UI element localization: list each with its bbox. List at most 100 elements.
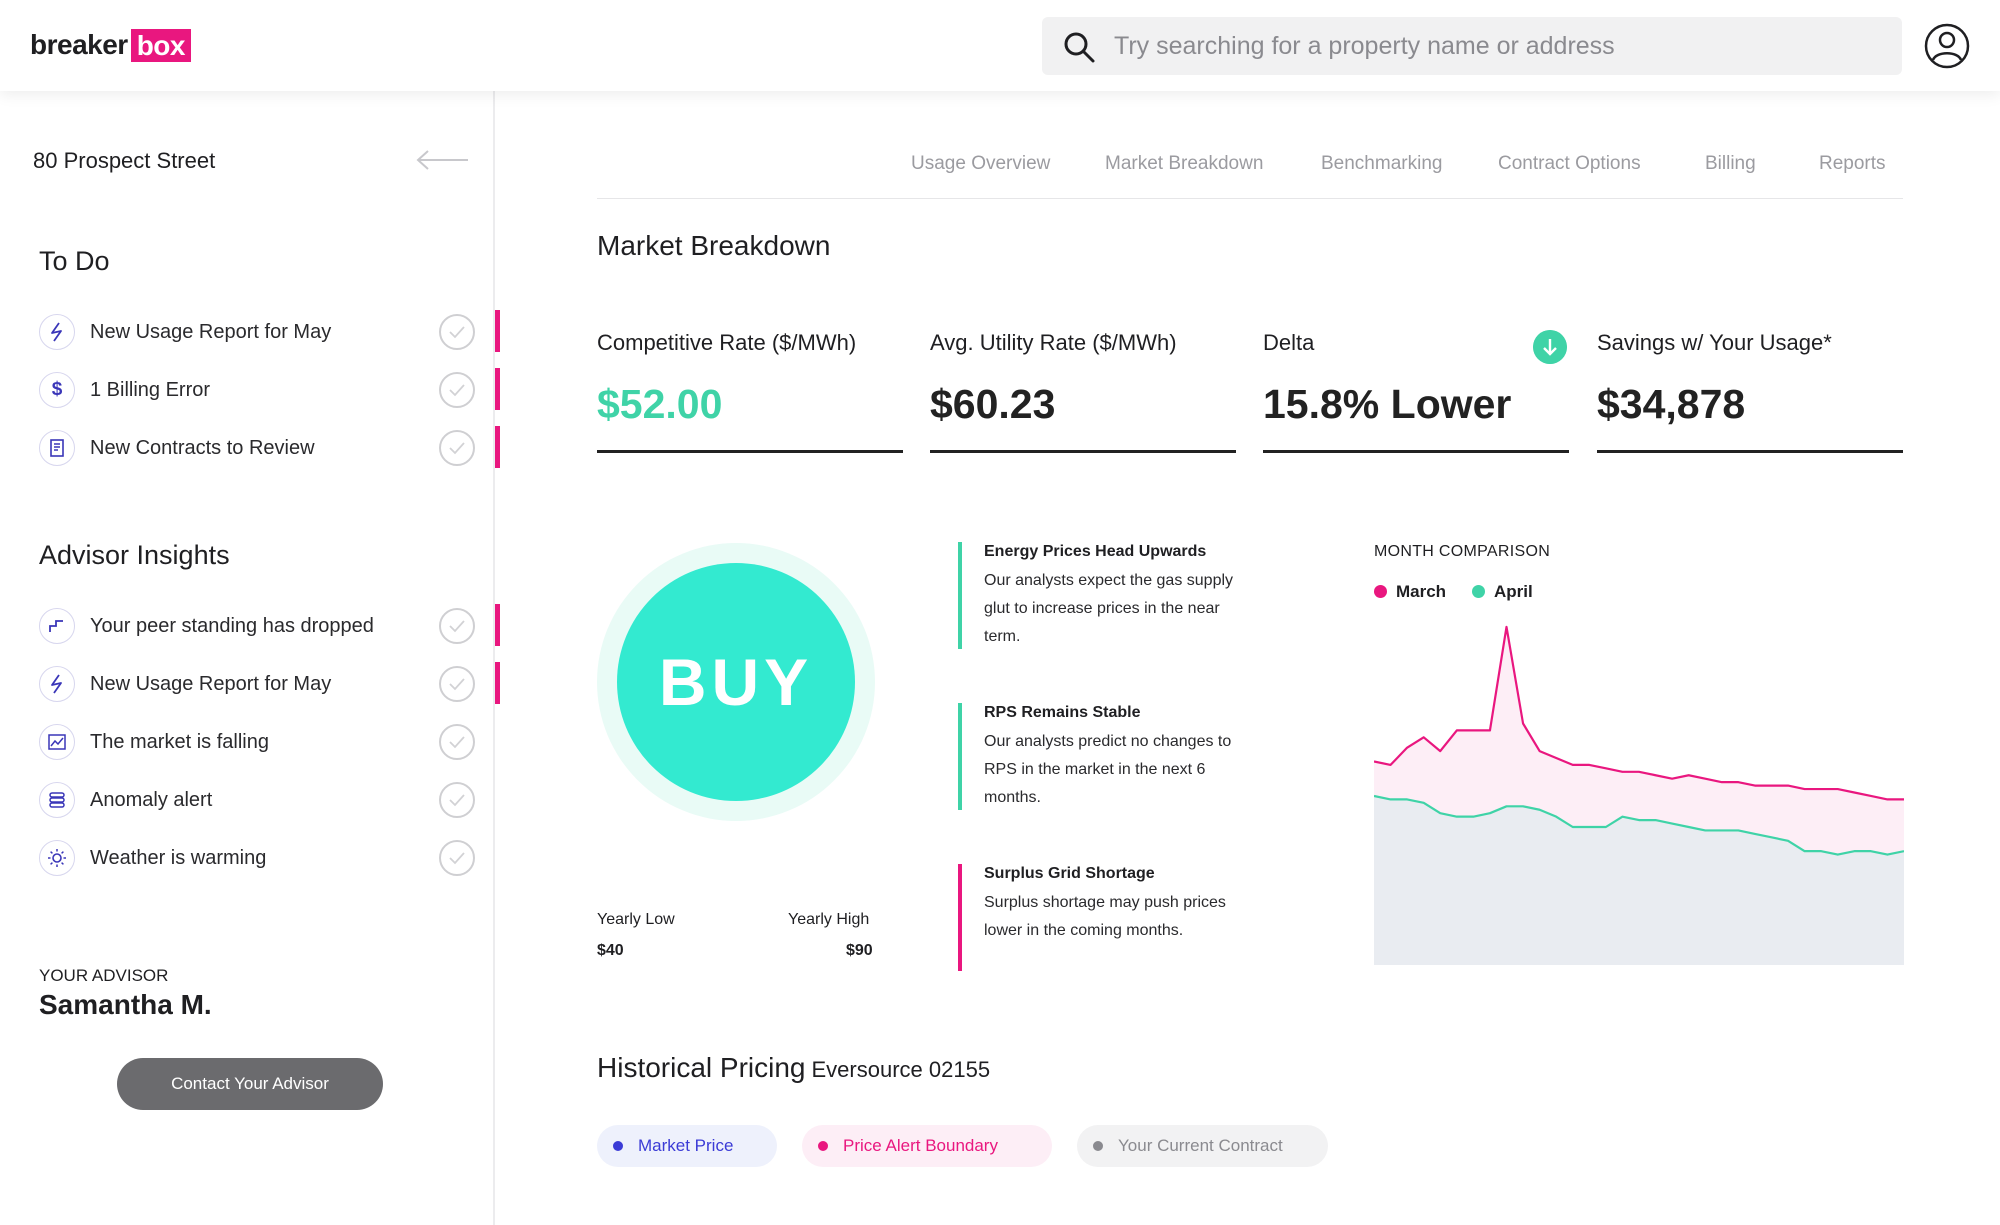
todo-title: To Do bbox=[39, 246, 110, 276]
sidebar: 80 Prospect Street To Do New Usage Repor… bbox=[0, 91, 500, 1225]
logo-text-box: box bbox=[130, 28, 191, 62]
advisor-label: YOUR ADVISOR bbox=[39, 966, 169, 985]
metric-label: Avg. Utility Rate ($/MWh) bbox=[930, 330, 1177, 355]
insight-title: Energy Prices Head Upwards bbox=[984, 543, 1207, 560]
search-input[interactable] bbox=[1114, 17, 1884, 75]
chart-title: MONTH COMPARISON bbox=[1374, 543, 1551, 560]
march-series-line bbox=[1374, 625, 1904, 801]
insight-item-label: Weather is warming bbox=[90, 847, 267, 869]
insight-item-label: Your peer standing has dropped bbox=[90, 615, 374, 637]
search-bar bbox=[1042, 17, 1902, 75]
complete-check-button[interactable] bbox=[439, 782, 475, 818]
arrow-down-icon bbox=[1533, 330, 1567, 364]
insight-body: Our analysts expect the gas supply glut … bbox=[984, 572, 1234, 645]
document-icon bbox=[39, 430, 75, 466]
todo-item-label: New Usage Report for May bbox=[90, 321, 332, 343]
todo-item-new-contracts[interactable]: New Contracts to Review bbox=[39, 426, 500, 468]
metric-value: $52.00 bbox=[597, 381, 723, 427]
yearly-high-value: $90 bbox=[846, 942, 873, 959]
advisor-insights-title: Advisor Insights bbox=[39, 540, 230, 570]
insight-item-peer-standing[interactable]: Your peer standing has dropped bbox=[39, 604, 500, 646]
contact-advisor-button[interactable]: Contact Your Advisor bbox=[117, 1058, 383, 1110]
top-bar: breaker box bbox=[0, 0, 2000, 91]
flag-indicator bbox=[495, 310, 500, 352]
metric-label: Competitive Rate ($/MWh) bbox=[597, 330, 857, 355]
todo-item-label: 1 Billing Error bbox=[90, 379, 211, 401]
yearly-low-label: Yearly Low bbox=[597, 911, 675, 928]
insight-item-anomaly-alert[interactable]: Anomaly alert bbox=[39, 780, 495, 820]
tab-usage-overview[interactable]: Usage Overview bbox=[911, 153, 1051, 174]
lightning-icon bbox=[39, 314, 75, 350]
stack-icon bbox=[39, 782, 75, 818]
complete-check-button[interactable] bbox=[439, 666, 475, 702]
todo-item-billing-error[interactable]: $ 1 Billing Error bbox=[39, 368, 500, 410]
lightning-icon bbox=[39, 666, 75, 702]
metric-value: 15.8% Lower bbox=[1263, 381, 1512, 427]
legend-pill-price-alert-boundary[interactable]: Price Alert Boundary bbox=[802, 1125, 1052, 1167]
metric-value: $34,878 bbox=[1597, 381, 1746, 427]
step-down-icon bbox=[39, 608, 75, 644]
todo-item-usage-report[interactable]: New Usage Report for May bbox=[39, 310, 500, 352]
user-account-icon[interactable] bbox=[1924, 23, 1970, 69]
yearly-low-value: $40 bbox=[597, 942, 624, 959]
april-series-line bbox=[1374, 794, 1904, 856]
chart-icon bbox=[39, 724, 75, 760]
insight-item-label: Anomaly alert bbox=[90, 789, 213, 811]
flag-indicator bbox=[495, 426, 500, 468]
tab-contract-options[interactable]: Contract Options bbox=[1498, 153, 1641, 174]
legend-dot bbox=[1472, 585, 1485, 598]
flag-indicator bbox=[495, 662, 500, 704]
complete-check-button[interactable] bbox=[439, 314, 475, 350]
complete-check-button[interactable] bbox=[439, 372, 475, 408]
historical-pricing-title: Historical Pricing Eversource 02155 bbox=[597, 1052, 990, 1084]
complete-check-button[interactable] bbox=[439, 430, 475, 466]
insight-accent-line bbox=[958, 542, 962, 649]
legend-label: March bbox=[1396, 582, 1447, 601]
legend-pill-current-contract[interactable]: Your Current Contract bbox=[1077, 1125, 1328, 1167]
insight-accent-line bbox=[958, 864, 962, 971]
tab-market-breakdown[interactable]: Market Breakdown bbox=[1105, 153, 1264, 174]
tab-benchmarking[interactable]: Benchmarking bbox=[1321, 153, 1443, 174]
app-logo[interactable]: breaker box bbox=[30, 28, 191, 62]
metric-delta: Delta 15.8% Lower bbox=[1263, 330, 1569, 453]
insight-item-usage-report[interactable]: New Usage Report for May bbox=[39, 662, 500, 704]
pill-label: Your Current Contract bbox=[1118, 1136, 1283, 1155]
metric-competitive-rate: Competitive Rate ($/MWh) $52.00 bbox=[597, 330, 903, 453]
historical-title: Historical Pricing bbox=[597, 1052, 806, 1083]
legend-march: March bbox=[1374, 582, 1446, 602]
legend-pill-market-price[interactable]: Market Price bbox=[597, 1125, 777, 1167]
advisor-name: Samantha M. bbox=[39, 989, 212, 1020]
tab-billing[interactable]: Billing bbox=[1705, 153, 1756, 174]
historical-subtitle: Eversource 02155 bbox=[811, 1057, 991, 1082]
complete-check-button[interactable] bbox=[439, 724, 475, 760]
complete-check-button[interactable] bbox=[439, 608, 475, 644]
insight-item-market-falling[interactable]: The market is falling bbox=[39, 722, 495, 762]
legend-label: April bbox=[1494, 582, 1533, 601]
metric-value: $60.23 bbox=[930, 381, 1056, 427]
legend-april: April bbox=[1472, 582, 1533, 602]
recommendation-badge: BUY bbox=[597, 543, 875, 821]
legend-dot bbox=[1093, 1141, 1103, 1151]
insight-body: Our analysts predict no changes to RPS i… bbox=[984, 733, 1232, 806]
back-arrow-icon[interactable] bbox=[415, 149, 469, 171]
insight-accent-line bbox=[958, 703, 962, 810]
legend-dot bbox=[1374, 585, 1387, 598]
dollar-icon: $ bbox=[39, 372, 75, 408]
legend-dot bbox=[613, 1141, 623, 1151]
insight-body: Surplus shortage may push prices lower i… bbox=[984, 894, 1226, 939]
section-tabs: Usage Overview Market Breakdown Benchmar… bbox=[597, 145, 1903, 199]
insight-title: Surplus Grid Shortage bbox=[984, 865, 1155, 882]
metric-utility-rate: Avg. Utility Rate ($/MWh) $60.23 bbox=[930, 330, 1236, 453]
complete-check-button[interactable] bbox=[439, 840, 475, 876]
flag-indicator bbox=[495, 604, 500, 646]
insight-title: RPS Remains Stable bbox=[984, 704, 1141, 721]
search-icon[interactable] bbox=[1062, 30, 1096, 64]
insight-item-weather-warming[interactable]: Weather is warming bbox=[39, 838, 495, 878]
recommendation-circle[interactable]: BUY bbox=[617, 563, 855, 801]
tab-reports[interactable]: Reports bbox=[1819, 153, 1886, 174]
logo-text-breaker: breaker bbox=[30, 29, 128, 60]
pill-label: Market Price bbox=[638, 1136, 734, 1155]
metric-label: Savings w/ Your Usage* bbox=[1597, 330, 1832, 355]
recommendation-text: BUY bbox=[658, 645, 814, 719]
yearly-high-label: Yearly High bbox=[788, 911, 870, 928]
